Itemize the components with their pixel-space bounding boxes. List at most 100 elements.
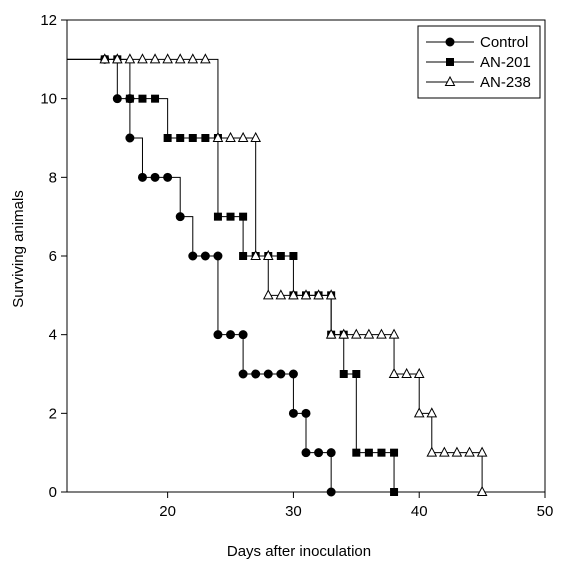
data-point (326, 448, 336, 458)
data-point (138, 94, 147, 103)
data-point (338, 328, 350, 339)
data-point (376, 328, 387, 339)
legend-marker (446, 58, 454, 66)
x-tick-label: 50 (537, 503, 554, 520)
data-point (401, 367, 412, 378)
data-point (212, 131, 224, 142)
data-point (262, 289, 274, 300)
series-line (67, 58, 332, 492)
data-point (99, 53, 111, 64)
data-point (413, 367, 425, 378)
data-point (137, 53, 148, 64)
data-point (262, 249, 274, 260)
y-tick-label: 12 (40, 12, 57, 29)
data-point (476, 446, 488, 457)
data-point (251, 369, 261, 379)
data-point (388, 328, 400, 339)
data-point (352, 448, 361, 457)
data-point (363, 328, 375, 339)
legend-label: AN-238 (480, 74, 531, 91)
data-point (464, 446, 475, 457)
data-point (325, 328, 337, 339)
data-point (188, 251, 198, 261)
data-point (350, 328, 362, 339)
y-axis-title: Surviving animals (10, 190, 27, 308)
data-point (226, 212, 235, 221)
legend-marker (444, 75, 456, 86)
data-point (112, 94, 122, 104)
y-tick-label: 4 (49, 327, 57, 344)
data-point (125, 94, 134, 103)
series-control (67, 54, 336, 497)
data-point (188, 134, 197, 142)
data-point (301, 448, 311, 458)
legend-marker (445, 37, 455, 47)
y-tick-label: 8 (49, 169, 57, 186)
ticks-layer: 20 30 40 50 0 2 4 6 8 10 12 (40, 12, 553, 520)
data-point (313, 289, 324, 300)
data-point (388, 367, 400, 378)
data-point (364, 448, 373, 457)
data-point (213, 251, 223, 261)
data-point (301, 408, 311, 418)
data-point (200, 251, 210, 261)
data-point (174, 53, 186, 64)
series-an-238 (67, 53, 488, 496)
data-point (288, 369, 298, 379)
series-line (67, 58, 395, 492)
data-point (162, 53, 173, 64)
data-point (476, 485, 488, 496)
data-point (439, 446, 450, 457)
series-line (67, 58, 483, 492)
data-point (263, 369, 273, 379)
data-point (250, 131, 262, 142)
data-point (352, 370, 361, 378)
data-point (163, 172, 173, 182)
y-tick-label: 6 (49, 248, 57, 265)
legend-label: AN-201 (480, 54, 531, 71)
data-point (451, 446, 463, 457)
data-point (239, 212, 248, 221)
legend-label: Control (480, 34, 528, 51)
data-point (213, 330, 223, 340)
data-point (213, 212, 222, 221)
data-point (275, 289, 287, 300)
data-point (288, 289, 299, 300)
data-point (413, 407, 425, 418)
x-axis-title: Days after inoculation (227, 543, 371, 560)
legend-entry: AN-201 (426, 54, 531, 71)
data-point (314, 448, 324, 458)
data-point (125, 133, 135, 143)
data-point (150, 172, 160, 182)
data-point (239, 252, 248, 260)
data-point (238, 369, 248, 379)
data-point (201, 134, 210, 142)
data-point (225, 131, 236, 142)
data-point (137, 172, 147, 182)
data-point (300, 289, 312, 300)
legend-entry: AN-238 (426, 74, 531, 91)
y-tick-label: 2 (49, 405, 57, 422)
y-tick-label: 10 (40, 91, 57, 108)
plot-layer (66, 19, 546, 497)
data-point (237, 131, 249, 142)
data-point (426, 446, 438, 457)
x-tick-label: 30 (285, 503, 302, 520)
data-point (276, 369, 286, 379)
data-point (377, 448, 386, 457)
data-point (163, 134, 172, 142)
legend: Control AN-201 AN-238 (417, 25, 541, 99)
data-point (149, 53, 161, 64)
data-point (226, 330, 236, 340)
data-point (176, 134, 185, 142)
data-point (111, 53, 123, 64)
data-point (426, 407, 438, 418)
data-point (390, 488, 399, 496)
series-an-201 (67, 55, 399, 496)
data-point (276, 252, 285, 260)
data-point (288, 408, 298, 418)
y-tick-label: 0 (49, 484, 57, 501)
data-point (175, 212, 185, 222)
data-point (325, 289, 337, 300)
data-point (289, 252, 298, 260)
